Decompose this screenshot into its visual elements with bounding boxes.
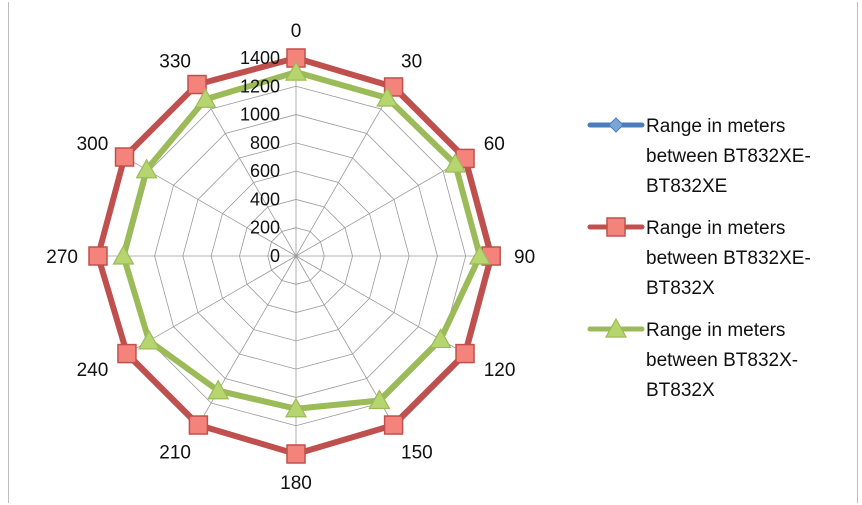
legend-label: between BT832XE-	[646, 248, 811, 269]
data-point	[188, 415, 209, 435]
legend-label: Range in meters	[646, 320, 785, 341]
category-label: 210	[159, 443, 191, 464]
data-point	[444, 152, 467, 173]
category-label: 330	[159, 51, 191, 72]
category-label: 270	[46, 247, 78, 268]
category-label: 30	[401, 51, 422, 72]
data-point	[138, 329, 161, 350]
category-label: 60	[484, 134, 505, 155]
legend-swatch-marker	[608, 117, 624, 133]
grid-spoke	[196, 84, 297, 257]
data-point	[284, 60, 308, 81]
data-point	[117, 343, 137, 364]
data-point	[187, 74, 207, 95]
value-tick-label: 0	[270, 246, 280, 266]
value-axis-labels: 0 200 400 600 800 1000 1200 1400	[240, 48, 280, 266]
series-2	[88, 48, 501, 464]
legend-item: Range in meters between BT832XE- BT832XE	[587, 116, 811, 197]
data-point	[135, 158, 158, 179]
value-tick-label: 800	[250, 133, 280, 153]
value-tick-label: 400	[250, 189, 280, 209]
legend-item: Range in meters between BT832XE- BT832X	[587, 217, 811, 299]
data-point	[284, 397, 308, 418]
data-point	[368, 389, 391, 410]
legend-label: BT832X	[646, 380, 715, 401]
category-label: 0	[291, 21, 302, 42]
data-point	[429, 328, 452, 349]
legend-swatch-marker	[606, 217, 626, 237]
legend-label: Range in meters	[646, 218, 785, 239]
grid-spoke	[295, 156, 468, 257]
radar-series	[88, 48, 501, 464]
legend-label: between BT832XE-	[646, 146, 811, 167]
data-point	[376, 86, 399, 107]
category-label: 300	[77, 134, 109, 155]
value-tick-label: 1200	[240, 76, 280, 96]
data-point	[194, 87, 217, 108]
category-labels: 0 30 60 90 120 150 180 210 240 270 300 330	[46, 21, 535, 494]
legend-label: BT832X	[646, 278, 715, 299]
data-point	[88, 246, 108, 266]
data-point	[286, 444, 306, 464]
radar-grid	[97, 57, 495, 455]
legend-item: Range in meters between BT832X- BT832X	[587, 317, 798, 401]
value-tick-label: 600	[250, 161, 280, 181]
data-point	[468, 244, 491, 265]
data-point	[207, 379, 230, 400]
value-tick-label: 200	[250, 218, 280, 238]
grid-spoke	[295, 84, 396, 257]
data-point	[383, 415, 404, 435]
legend-label: Range in meters	[646, 116, 785, 137]
value-tick-label: 1400	[240, 48, 280, 68]
category-label: 120	[484, 360, 516, 381]
legend-label: between BT832X-	[646, 350, 798, 371]
data-point	[112, 244, 135, 265]
category-label: 150	[401, 443, 433, 464]
category-label: 180	[280, 473, 312, 494]
legend-label: BT832XE	[646, 176, 727, 197]
chart-border	[8, 2, 858, 503]
data-point	[114, 147, 135, 167]
category-label: 240	[77, 360, 109, 381]
category-label: 90	[514, 247, 535, 268]
series-3	[112, 60, 491, 418]
data-point	[455, 343, 475, 364]
legend-swatch-marker	[604, 317, 628, 338]
value-tick-label: 1000	[240, 105, 280, 125]
